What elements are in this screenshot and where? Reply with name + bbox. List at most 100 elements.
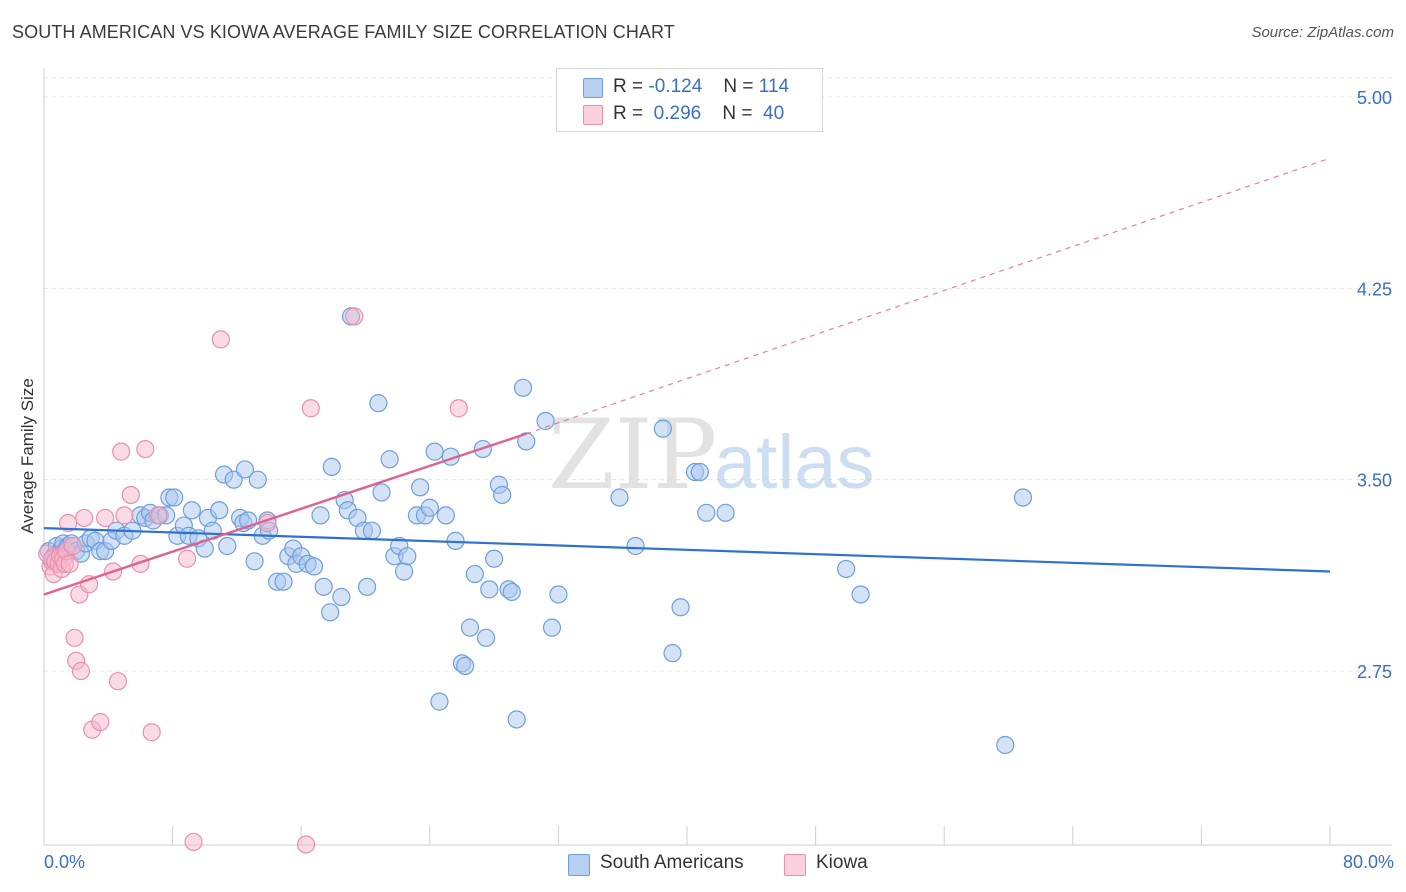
- south-americans-point: [716, 503, 735, 522]
- south-americans-point: [425, 442, 444, 461]
- legend-n-value: 114: [758, 76, 790, 97]
- legend-swatch-pink: [583, 105, 603, 125]
- kiowa-point: [63, 536, 83, 556]
- watermark: ZIP atlas: [548, 399, 875, 511]
- series-label: Kiowa: [816, 852, 868, 873]
- x-axis-min-label: 0.0%: [44, 852, 86, 872]
- south-americans-point: [182, 501, 201, 520]
- south-americans-point: [245, 552, 264, 571]
- legend-r-label: R =: [613, 103, 644, 124]
- south-americans-point: [996, 735, 1015, 755]
- y-tick-label: 3.50: [1357, 471, 1392, 491]
- south-americans-point: [671, 598, 690, 617]
- axes: [43, 68, 1392, 846]
- series-swatch-blue: [568, 854, 590, 876]
- south-americans-point: [362, 521, 382, 540]
- kiowa-point: [112, 442, 131, 461]
- south-americans-point: [653, 419, 672, 438]
- south-americans-point: [542, 618, 562, 637]
- legend-r-label: R =: [613, 76, 644, 97]
- south-americans-point: [430, 692, 449, 711]
- south-americans-point: [235, 460, 255, 479]
- source-label: Source: ZipAtlas.com: [1251, 24, 1394, 41]
- kiowa-point: [449, 399, 468, 418]
- south-americans-point: [436, 506, 455, 525]
- kiowa-point: [136, 439, 155, 459]
- south-americans-point: [485, 549, 504, 568]
- kiowa-point: [177, 549, 197, 568]
- south-americans-point: [851, 585, 870, 604]
- south-americans-point: [358, 577, 377, 596]
- kiowa-point: [59, 513, 78, 533]
- legend-n-label: N =: [722, 103, 753, 124]
- grid-lines: [44, 77, 1392, 672]
- kiowa-point: [149, 506, 168, 525]
- south-americans-point: [210, 501, 229, 520]
- south-americans-point: [248, 470, 267, 489]
- kiowa-points: [38, 307, 468, 854]
- south-americans-point: [380, 450, 399, 469]
- kiowa-point: [142, 723, 161, 742]
- kiowa-point: [301, 399, 320, 418]
- south-americans-point: [626, 536, 645, 556]
- south-americans-point: [321, 603, 340, 622]
- legend-r-value: -0.124: [648, 76, 703, 97]
- south-americans-point: [394, 562, 414, 581]
- south-americans-point: [411, 478, 430, 497]
- stats-legend: R = -0.124 N = 114 R = 0.296 N = 40: [556, 68, 823, 132]
- south-americans-point: [517, 432, 536, 451]
- south-americans-point: [502, 582, 521, 602]
- south-americans-point: [218, 536, 237, 556]
- south-americans-point: [493, 485, 512, 505]
- south-americans-point: [398, 547, 417, 566]
- south-americans-point: [610, 488, 629, 507]
- kiowa-trend-extension: [526, 157, 1331, 435]
- kiowa-point: [184, 832, 203, 852]
- kiowa-point: [91, 712, 110, 732]
- series-swatch-pink: [784, 854, 806, 876]
- south-americans-point: [513, 378, 533, 397]
- south-americans-point: [274, 572, 293, 591]
- south-americans-point: [332, 587, 351, 607]
- y-tick-labels: 2.75 3.50 4.25 5.00: [1357, 88, 1392, 682]
- kiowa-trend-line: [43, 432, 527, 596]
- kiowa-point: [345, 307, 364, 326]
- south-americans-point: [322, 457, 341, 477]
- south-americans-trend-line: [43, 527, 1331, 573]
- watermark-atlas: atlas: [714, 420, 875, 505]
- south-americans-point: [663, 644, 682, 663]
- south-americans-point: [507, 710, 526, 729]
- kiowa-point: [71, 661, 91, 681]
- kiowa-point: [65, 628, 84, 647]
- legend-n-label: N =: [723, 76, 754, 97]
- watermark-zip: ZIP: [548, 399, 717, 511]
- y-tick-label: 2.75: [1357, 662, 1392, 682]
- south-americans-point: [697, 503, 716, 522]
- y-tick-label: 4.25: [1357, 279, 1392, 299]
- south-americans-point: [536, 411, 555, 431]
- legend-swatch-blue: [583, 78, 603, 98]
- kiowa-point: [121, 485, 140, 505]
- y-tick-label: 5.00: [1357, 88, 1392, 108]
- legend-r-value: 0.296: [653, 103, 702, 124]
- series-label: South Americans: [600, 852, 744, 873]
- south-americans-point: [456, 656, 475, 675]
- kiowa-point: [95, 508, 115, 528]
- x-axis-max-label: 80.0%: [1342, 852, 1394, 872]
- chart-title: SOUTH AMERICAN VS KIOWA AVERAGE FAMILY S…: [12, 22, 675, 42]
- south-americans-point: [465, 564, 484, 584]
- south-americans-point: [224, 470, 243, 489]
- kiowa-point: [211, 330, 230, 349]
- south-americans-point: [165, 488, 184, 507]
- south-americans-point: [837, 559, 856, 579]
- south-americans-point: [476, 628, 496, 647]
- kiowa-point: [108, 672, 128, 691]
- south-americans-point: [304, 557, 324, 576]
- kiowa-point: [296, 835, 316, 854]
- south-americans-point: [420, 498, 439, 517]
- kiowa-point: [75, 508, 94, 528]
- south-americans-point: [460, 618, 480, 637]
- south-americans-point: [314, 577, 333, 596]
- south-americans-point: [690, 462, 709, 482]
